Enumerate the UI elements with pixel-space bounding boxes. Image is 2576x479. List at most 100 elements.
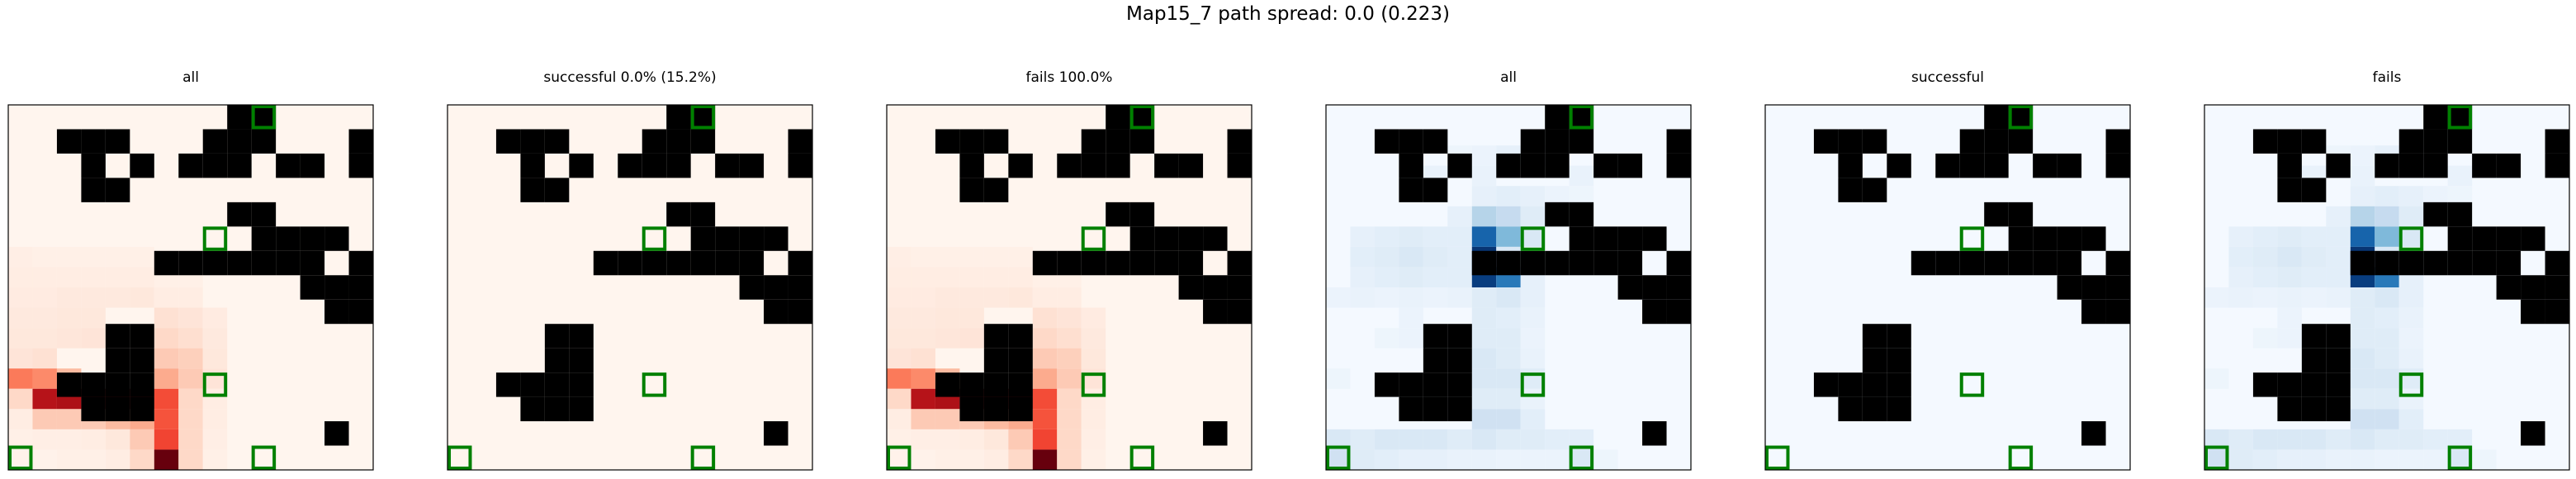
wall-cell (983, 396, 1009, 422)
wall-cell (1838, 372, 1863, 397)
wall-cell (1106, 250, 1130, 276)
heat-cell (2326, 226, 2351, 247)
heat-cell (2398, 429, 2424, 450)
heat-cell (81, 328, 106, 349)
heat-cell (130, 267, 154, 287)
wall-cell (2008, 202, 2034, 227)
heat-cell (1350, 449, 1375, 470)
wall-cell (1569, 202, 1594, 227)
wall-cell (764, 421, 788, 446)
heat-cell (2252, 246, 2278, 268)
wall-cell (1081, 250, 1106, 276)
heat-cell (2301, 449, 2327, 470)
goal-marker (2398, 226, 2424, 251)
wall-cell (764, 275, 788, 300)
wall-cell (2472, 153, 2497, 178)
heat-cell (2350, 307, 2375, 329)
heat-cell (887, 287, 912, 308)
wall-cell (544, 129, 570, 154)
wall-cell (227, 153, 252, 178)
heat-cell (1008, 449, 1033, 470)
heat-cell (1471, 368, 1497, 389)
heat-cell (1399, 429, 1423, 450)
heat-cell (1423, 449, 1448, 470)
heat-cell (105, 246, 130, 268)
wall-cell (1106, 202, 1130, 227)
heat-cell (1496, 226, 1521, 247)
panel-cells (2204, 105, 2569, 470)
wall-cell (1471, 250, 1497, 276)
heat-cell (1057, 429, 1082, 450)
heat-cell (983, 429, 1009, 450)
heat-cell (1081, 307, 1106, 329)
heat-cell (32, 287, 57, 308)
wall-cell (2447, 129, 2473, 154)
heat-cell (2326, 429, 2351, 450)
wall-cell (1862, 129, 1887, 154)
heat-cell (1032, 348, 1058, 369)
heat-cell (2375, 287, 2399, 308)
wall-cell (1227, 275, 1252, 300)
heat-cell (154, 307, 179, 329)
wall-cell (690, 105, 716, 130)
wall-cell (2008, 105, 2034, 130)
wall-cell (1545, 129, 1570, 154)
heat-cell (8, 307, 33, 329)
wall-cell (544, 324, 570, 349)
wall-cell (1666, 129, 1691, 154)
wall-cell (324, 421, 349, 446)
heat-cell (2301, 267, 2327, 287)
heat-cell (1520, 287, 1546, 308)
wall-cell (2423, 153, 2448, 178)
heat-cell (1032, 328, 1058, 349)
wall-cell (1423, 129, 1448, 154)
panel-frame (1764, 104, 2131, 471)
wall-cell (1154, 226, 1179, 251)
wall-cell (1617, 226, 1643, 251)
wall-cell (983, 348, 1009, 373)
heat-cell (2398, 287, 2424, 308)
heat-cell (911, 449, 935, 470)
heat-cell (2375, 206, 2399, 227)
wall-cell (276, 153, 301, 178)
panel-frame (7, 104, 374, 471)
wall-cell (81, 153, 106, 178)
wall-cell (935, 372, 960, 397)
wall-cell (1081, 153, 1106, 178)
heat-cell (56, 449, 82, 470)
wall-cell (739, 250, 765, 276)
goal-marker (1959, 372, 1985, 397)
goal-marker (690, 445, 716, 470)
heat-cell (2228, 287, 2253, 308)
heat-cell (1374, 429, 1399, 450)
panel-title: fails 100.0% (1026, 69, 1113, 86)
wall-cell (2057, 226, 2082, 251)
heat-cell (2277, 226, 2302, 247)
wall-cell (1838, 178, 1863, 202)
heat-cell (2350, 368, 2375, 389)
goal-marker (642, 226, 667, 251)
heat-cell (1008, 287, 1033, 308)
wall-cell (1129, 202, 1155, 227)
heat-cell (1423, 226, 1448, 247)
wall-cell (1642, 275, 1667, 300)
wall-cell (642, 153, 667, 178)
heat-cell (1374, 267, 1399, 287)
heat-cell (154, 409, 179, 429)
wall-cell (520, 396, 545, 422)
wall-cell (935, 129, 960, 154)
wall-cell (1666, 153, 1691, 178)
goal-marker (1081, 372, 1106, 397)
wall-cell (1106, 105, 1130, 130)
wall-cell (2301, 348, 2327, 373)
wall-cell (569, 153, 594, 178)
heat-cell (1520, 409, 1546, 429)
heat-cell (1447, 246, 1472, 268)
heat-cell (1057, 388, 1082, 410)
heat-cell (2423, 449, 2448, 470)
heat-cell (2375, 449, 2399, 470)
heat-cell (1423, 246, 1448, 268)
heat-cell (1057, 307, 1082, 329)
heat-cell (2375, 409, 2399, 429)
heat-cell (2277, 328, 2302, 349)
